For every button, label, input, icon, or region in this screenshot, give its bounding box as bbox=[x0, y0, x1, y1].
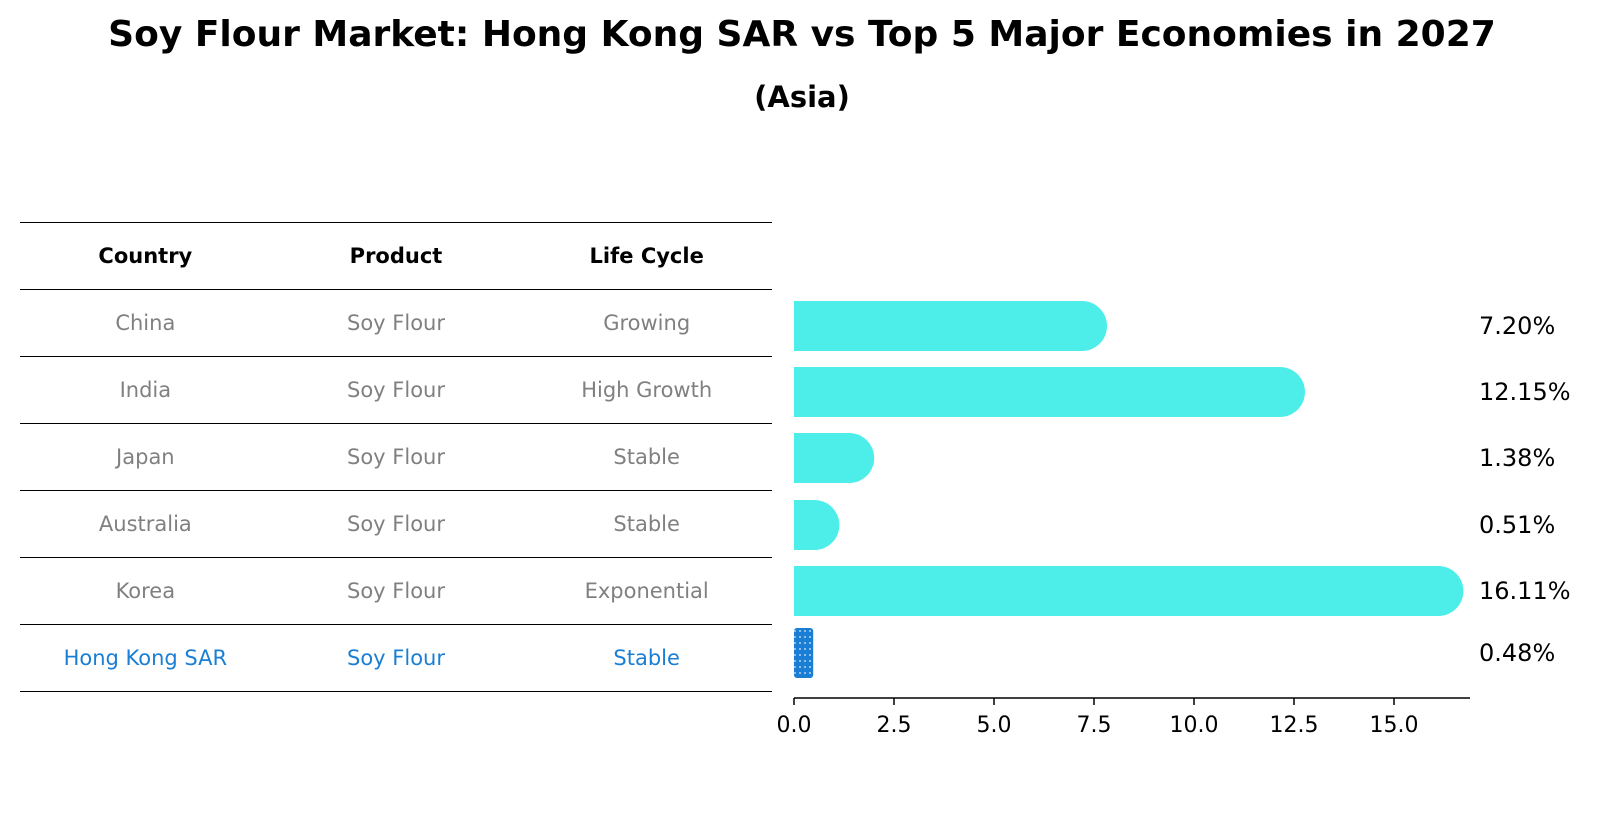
bar-value-label: 0.51% bbox=[1479, 511, 1555, 539]
chart-subtitle: (Asia) bbox=[754, 80, 850, 114]
bar-value-label: 7.20% bbox=[1479, 312, 1555, 340]
x-tick-label: 2.5 bbox=[877, 713, 912, 738]
country-cell: India bbox=[119, 378, 172, 402]
x-tick-label: 7.5 bbox=[1077, 713, 1112, 738]
bar bbox=[794, 433, 875, 483]
country-cell: Japan bbox=[116, 445, 175, 469]
table-row: India Soy Flour High Growth bbox=[20, 356, 772, 423]
product-cell: Soy Flour bbox=[347, 512, 445, 536]
product-cell: Soy Flour bbox=[347, 311, 445, 335]
bar bbox=[794, 500, 840, 550]
table-row-highlighted: Hong Kong SAR Soy Flour Stable bbox=[20, 624, 772, 692]
country-cell: Australia bbox=[98, 512, 192, 536]
country-cell: Hong Kong SAR bbox=[63, 646, 228, 670]
bar bbox=[794, 566, 1464, 616]
product-cell: Soy Flour bbox=[347, 579, 445, 603]
table-row: Australia Soy Flour Stable bbox=[20, 490, 772, 557]
column-header-product: Product bbox=[349, 244, 443, 268]
life-cycle-cell: Exponential bbox=[584, 579, 709, 603]
chart-title: Soy Flour Market: Hong Kong SAR vs Top 5… bbox=[108, 14, 1496, 55]
product-cell: Soy Flour bbox=[347, 378, 445, 402]
column-header-country: Country bbox=[98, 244, 193, 268]
country-cell: Korea bbox=[115, 579, 176, 603]
bar bbox=[794, 301, 1107, 351]
column-header-life-cycle: Life Cycle bbox=[589, 244, 704, 268]
bar bbox=[794, 367, 1305, 417]
table-header-row: Country Product Life Cycle bbox=[20, 222, 772, 289]
x-tick-label: 15.0 bbox=[1370, 713, 1419, 738]
table-row: China Soy Flour Growing bbox=[20, 289, 772, 356]
bar-value-label: 12.15% bbox=[1479, 378, 1571, 406]
life-cycle-cell: Growing bbox=[603, 311, 691, 335]
table-row: Korea Soy Flour Exponential bbox=[20, 557, 772, 624]
life-cycle-cell: Stable bbox=[613, 445, 680, 469]
life-cycle-cell: Stable bbox=[613, 646, 680, 670]
x-tick-label: 5.0 bbox=[977, 713, 1012, 738]
bar-value-label: 1.38% bbox=[1479, 444, 1555, 472]
product-cell: Soy Flour bbox=[347, 646, 445, 670]
data-table: Country Product Life Cycle China Soy Flo… bbox=[20, 222, 772, 692]
product-cell: Soy Flour bbox=[347, 445, 445, 469]
country-cell: China bbox=[115, 311, 176, 335]
x-tick-label: 10.0 bbox=[1170, 713, 1219, 738]
bar-highlighted bbox=[794, 628, 814, 678]
x-tick-label: 0.0 bbox=[777, 713, 812, 738]
x-tick-label: 12.5 bbox=[1270, 713, 1319, 738]
life-cycle-cell: High Growth bbox=[581, 378, 713, 402]
bar-value-label: 0.48% bbox=[1479, 639, 1555, 667]
table-row: Japan Soy Flour Stable bbox=[20, 423, 772, 490]
life-cycle-cell: Stable bbox=[613, 512, 680, 536]
bar-value-label: 16.11% bbox=[1479, 577, 1571, 605]
